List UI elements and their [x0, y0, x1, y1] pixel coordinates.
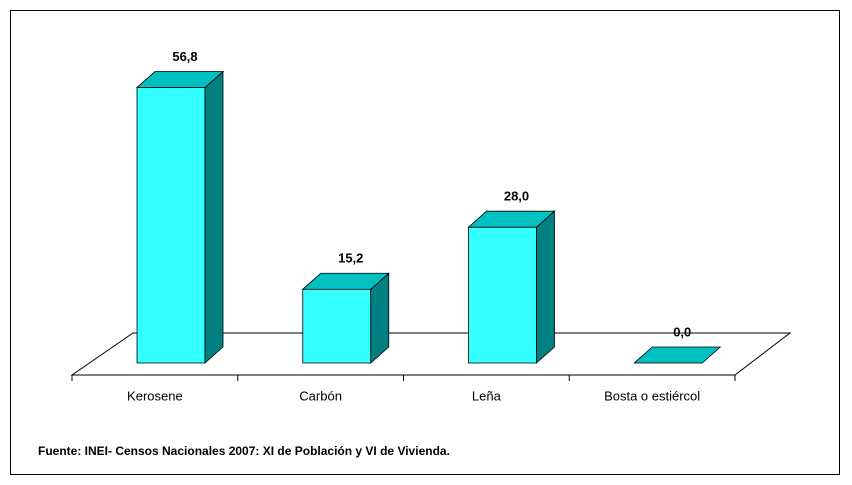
x-tick-label: Bosta o estiércol [604, 388, 700, 403]
bar-top [135, 71, 225, 88]
floor [70, 332, 792, 376]
bar [467, 210, 556, 364]
source-note: Fuente: INEI- Censos Nacionales 2007: XI… [38, 444, 450, 458]
bar-front [468, 226, 537, 364]
bar [135, 70, 225, 364]
x-tick-label: Carbón [299, 388, 342, 403]
bar-top [633, 346, 722, 364]
frame [10, 10, 840, 475]
bar-front [302, 288, 372, 364]
value-label: 56,8 [172, 49, 197, 64]
value-label: 28,0 [504, 189, 529, 204]
bar-top [301, 272, 390, 290]
bar-front [136, 87, 206, 364]
bar [301, 272, 390, 364]
bar-side [204, 70, 224, 364]
bar-side [536, 210, 555, 364]
x-tick-label: Kerosene [127, 388, 183, 403]
x-tick-label: Leña [472, 388, 502, 403]
value-label: 0,0 [673, 324, 691, 339]
bar [633, 346, 722, 364]
bar-top [467, 210, 556, 228]
value-label: 15,2 [338, 251, 363, 266]
